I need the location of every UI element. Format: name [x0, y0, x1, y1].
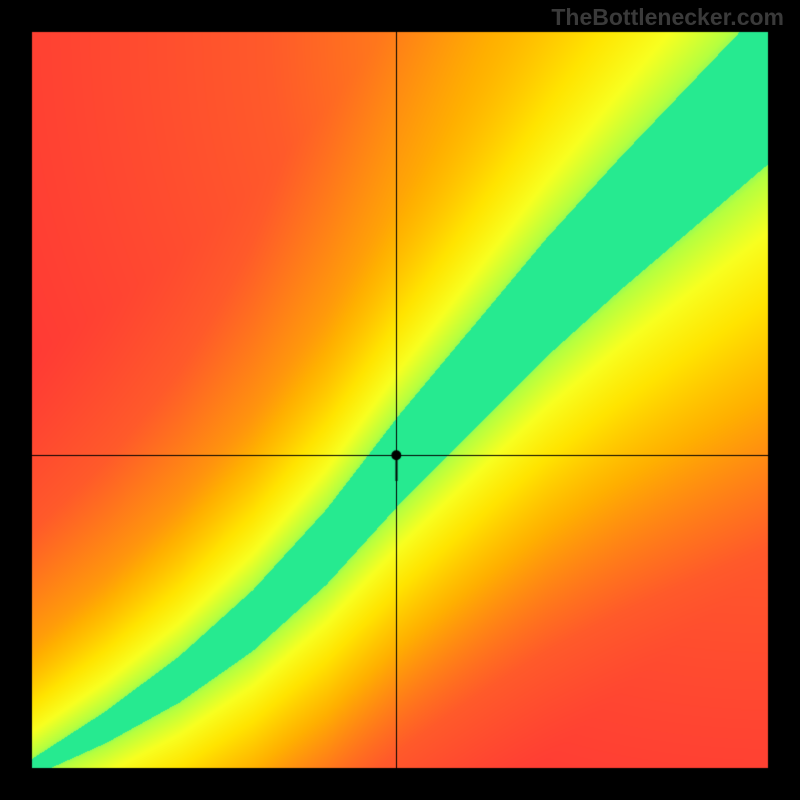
bottleneck-heatmap-canvas	[0, 0, 800, 800]
chart-container: TheBottlenecker.com	[0, 0, 800, 800]
watermark-text: TheBottlenecker.com	[551, 4, 784, 31]
